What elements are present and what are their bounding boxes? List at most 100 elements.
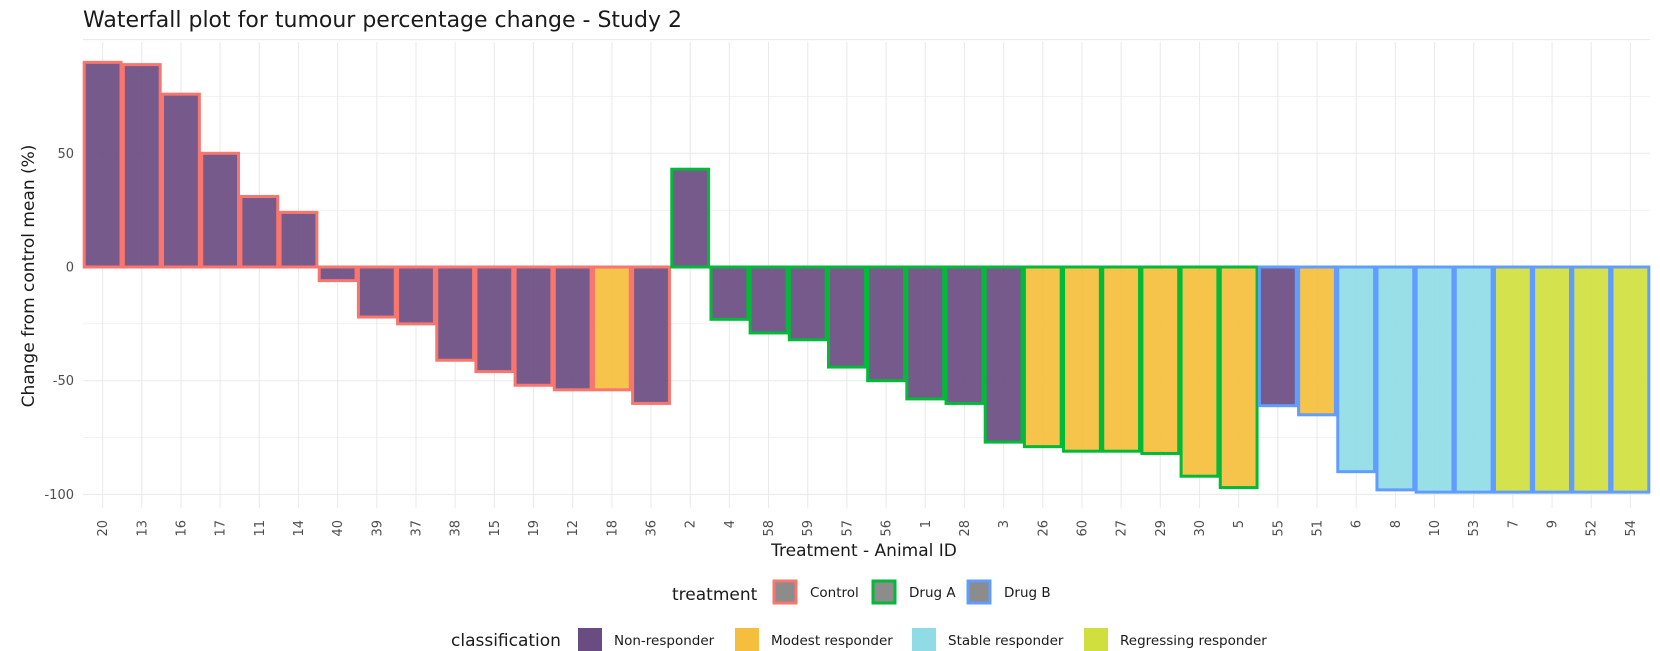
bar-19 <box>513 265 554 387</box>
bar-15 <box>474 265 515 374</box>
bar-27 <box>1101 265 1142 453</box>
x-tick-label: 20 <box>96 520 111 537</box>
bar-40 <box>317 265 358 283</box>
bar-60 <box>1062 265 1102 453</box>
y-tick-label: -100 <box>44 488 74 503</box>
x-tick-label: 26 <box>1036 520 1051 537</box>
bar-28 <box>944 265 985 405</box>
bar-11 <box>239 195 280 269</box>
x-tick-label: 60 <box>1075 520 1090 537</box>
bar-13 <box>121 63 162 269</box>
legend-treatment-title: treatment <box>672 585 758 605</box>
x-tick-label: 17 <box>214 520 229 537</box>
x-tick-label: 51 <box>1311 520 1326 537</box>
bar-12 <box>552 265 593 392</box>
x-tick-label: 3 <box>997 520 1012 528</box>
x-tick-label: 38 <box>449 520 464 537</box>
x-tick-label: 54 <box>1624 520 1639 537</box>
bar-10 <box>1414 265 1455 494</box>
x-tick-label: 13 <box>135 520 150 537</box>
legend-label: Non-responder <box>614 633 715 649</box>
bar-36 <box>631 265 671 405</box>
x-tick-label: 27 <box>1115 520 1130 537</box>
bar-18 <box>591 265 632 392</box>
legend-label: Drug A <box>909 585 956 601</box>
x-tick-label: 57 <box>840 520 855 537</box>
bar-59 <box>787 265 828 342</box>
legend-key-regressing-responder <box>1084 628 1108 651</box>
x-tick-label: 36 <box>645 520 660 537</box>
x-tick-label: 16 <box>174 520 189 537</box>
x-tick-label: 18 <box>605 520 620 537</box>
legend-classification: classification Non-responder Modest respo… <box>451 628 1267 651</box>
legend-label: Drug B <box>1004 585 1051 601</box>
y-tick-label: 50 <box>57 147 74 162</box>
bar-29 <box>1140 265 1181 455</box>
legend-key-non-responder <box>578 628 602 651</box>
legend-key-modest-responder <box>735 628 759 651</box>
x-tick-label: 28 <box>958 520 973 537</box>
x-tick-label: 56 <box>880 520 895 537</box>
x-tick-label: 4 <box>723 520 738 528</box>
bar-7 <box>1492 265 1533 494</box>
bar-5 <box>1218 265 1259 490</box>
legend-label: Control <box>810 585 859 601</box>
legend-key-drug-b <box>966 579 992 605</box>
legend-key-stable-responder <box>912 628 936 651</box>
x-tick-label: 29 <box>1154 520 1169 537</box>
x-tick-label: 15 <box>488 520 503 537</box>
x-tick-label: 37 <box>409 520 424 537</box>
bar-39 <box>356 265 397 319</box>
bar-55 <box>1257 265 1298 408</box>
bar-16 <box>161 92 201 269</box>
x-tick-label: 53 <box>1467 520 1482 537</box>
bar-51 <box>1297 265 1337 417</box>
x-tick-label: 39 <box>370 520 385 537</box>
legend-key-control <box>772 579 798 605</box>
legend-label: Regressing responder <box>1120 633 1267 649</box>
x-tick-label: 40 <box>331 520 346 537</box>
legend-label: Stable responder <box>948 633 1064 649</box>
x-tick-label: 59 <box>801 520 816 537</box>
x-tick-label: 7 <box>1506 520 1521 528</box>
x-tick-label: 30 <box>1193 520 1208 537</box>
bar-26 <box>1022 265 1063 449</box>
bar-17 <box>200 151 241 269</box>
x-tick-label: 14 <box>292 520 307 537</box>
bars <box>82 60 1651 494</box>
legend-key-drug-a <box>871 579 897 605</box>
bar-52 <box>1571 265 1612 494</box>
chart-title: Waterfall plot for tumour percentage cha… <box>83 8 682 33</box>
y-tick-label: 0 <box>66 261 74 276</box>
legend-label: Modest responder <box>771 633 893 649</box>
bar-54 <box>1610 265 1651 494</box>
bar-6 <box>1336 265 1377 474</box>
x-tick-labels: 20 13 16 17 11 14 40 39 37 38 15 19 12 18 36 2 4 58 59 57 56… <box>96 520 1639 537</box>
y-axis-title: Change from control mean (%) <box>19 145 39 408</box>
y-tick-label: -50 <box>53 374 74 389</box>
x-axis-title: Treatment - Animal ID <box>770 541 957 561</box>
x-tick-label: 19 <box>527 520 542 537</box>
bar-56 <box>866 265 906 383</box>
bar-20 <box>82 60 123 269</box>
x-tick-label: 58 <box>762 520 777 537</box>
bar-9 <box>1532 265 1572 494</box>
legend-treatment: treatment Control Drug A Drug B <box>672 579 1051 605</box>
bar-2 <box>670 167 711 269</box>
bar-30 <box>1179 265 1220 478</box>
bar-3 <box>983 265 1024 444</box>
bar-1 <box>905 265 946 401</box>
x-tick-label: 12 <box>566 520 581 537</box>
x-tick-label: 11 <box>253 520 268 537</box>
bar-57 <box>827 265 867 369</box>
bar-37 <box>396 265 436 326</box>
y-tick-labels: 50 0 -50 -100 <box>44 147 74 503</box>
x-tick-label: 10 <box>1428 520 1443 537</box>
x-tick-label: 1 <box>919 520 934 528</box>
bar-38 <box>435 265 476 362</box>
x-tick-label: 5 <box>1232 520 1247 528</box>
x-tick-label: 9 <box>1546 520 1561 528</box>
bar-58 <box>748 265 789 335</box>
x-tick-label: 2 <box>684 520 699 528</box>
